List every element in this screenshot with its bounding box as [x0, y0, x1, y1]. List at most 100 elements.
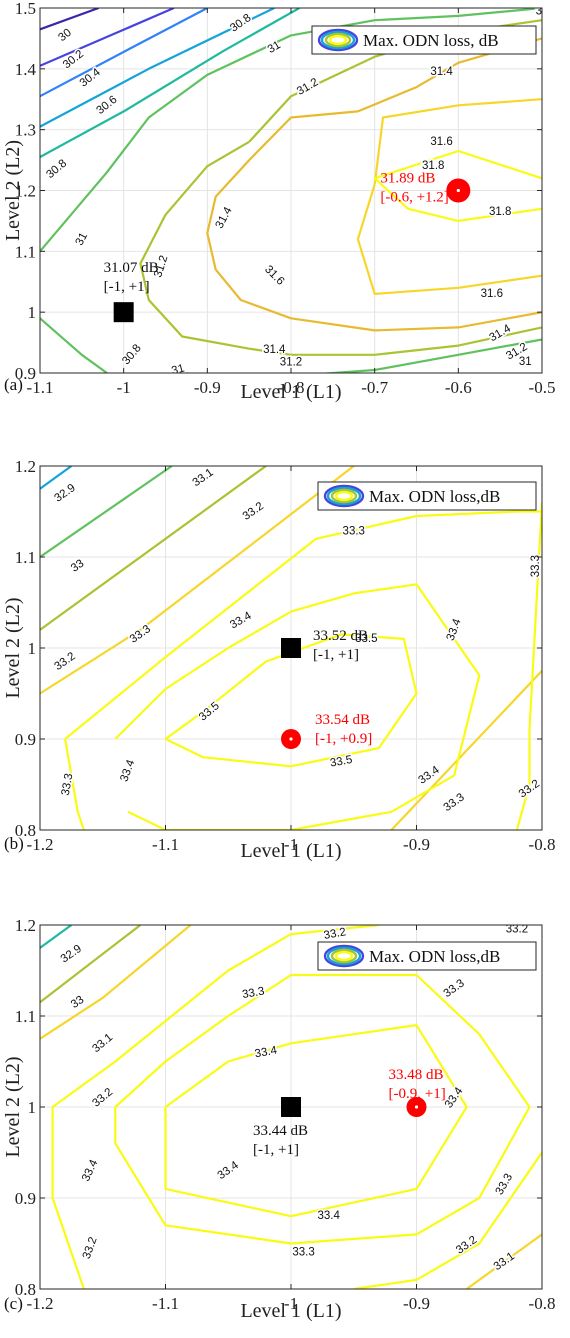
point-annotation: 33.52 dB [-1, +1]: [313, 628, 368, 663]
x-tick-label: -1.2: [27, 835, 54, 854]
y-tick-label: 0.9: [15, 730, 36, 749]
contour-label: 33.3: [241, 985, 265, 1001]
x-axis-label: Level 1 (L1): [240, 840, 341, 862]
contour-line-33.3: [515, 502, 542, 830]
marker-square: [281, 1097, 301, 1117]
contour-label: 31.4: [430, 66, 453, 78]
contour-panel-1: 3030.230.430.630.830.8313131.231.231.431…: [2, 0, 555, 403]
marker-square: [281, 638, 301, 658]
contour-line-31.8: [373, 149, 542, 222]
contour-label: 33.4: [254, 1044, 279, 1060]
contour-label: 31.2: [280, 357, 302, 369]
legend-label: Max. ODN loss,dB: [369, 947, 500, 966]
panel-label: (a): [4, 375, 23, 394]
y-tick-label: 1.4: [15, 60, 37, 79]
legend: Max. ODN loss, dB: [311, 25, 537, 55]
y-tick-label: 0.9: [15, 364, 36, 383]
contour-line-31: [40, 8, 542, 253]
contour-line-33.3: [64, 510, 542, 740]
contour-line-33.2: [40, 466, 355, 695]
point-annotation: 33.48 dB [-0.9, +1]: [389, 1067, 446, 1102]
y-tick-label: 1: [28, 1098, 37, 1117]
contour-line-30.2: [40, 8, 175, 67]
legend-label: Max. ODN loss,dB: [369, 487, 500, 506]
contour-line-32.9: [40, 466, 73, 490]
contour-line-33.5: [164, 633, 418, 768]
x-tick-label: -1: [117, 378, 131, 397]
marker-center: [414, 1105, 419, 1109]
y-tick-label: 1.1: [15, 1007, 36, 1026]
legend-swatch-ring: [330, 488, 358, 504]
y-axis-label: Level 2 (L2): [2, 140, 24, 241]
annotation-line: 33.44 dB: [253, 1123, 308, 1139]
annotation-line: [-0.9, +1]: [389, 1086, 446, 1102]
contour-line-31.4: [206, 110, 542, 332]
contour-line-33.4: [114, 583, 481, 830]
x-tick-label: -1: [284, 835, 298, 854]
legend-swatch-ring: [334, 490, 354, 502]
contour-label: 31.8: [489, 206, 511, 218]
y-tick-label: 1.3: [15, 121, 36, 140]
annotation-line: [-1, +1]: [313, 647, 359, 663]
x-tick-label: -1: [284, 1294, 298, 1313]
contour-line-32.9: [40, 925, 73, 949]
annotation-line: [-1, +0.9]: [315, 731, 372, 747]
x-tick-label: -1.1: [152, 835, 179, 854]
y-tick-label: 0.9: [15, 1189, 36, 1208]
legend-swatch-ring: [320, 30, 356, 50]
annotation-line: 31.07 dB: [104, 260, 159, 276]
contour-line-30.4: [40, 8, 208, 98]
y-tick-label: 1.2: [15, 457, 36, 476]
legend-swatch-ring: [317, 28, 359, 52]
legend-swatch-ring: [326, 486, 362, 506]
x-tick-label: -0.8: [529, 835, 556, 854]
contour-line-33.2: [51, 925, 379, 1108]
y-tick-label: 1.2: [15, 916, 36, 935]
point-annotation: 31.07 dB [-1, +1]: [104, 260, 159, 295]
annotation-line: [-1, +1]: [104, 279, 150, 295]
contour-line-33.4: [164, 1023, 468, 1218]
y-tick-label: 1: [28, 303, 37, 322]
y-tick-label: 0.8: [15, 1280, 36, 1299]
contour-label: 33.4: [317, 1210, 340, 1222]
legend: Max. ODN loss,dB: [317, 481, 537, 511]
contour-label: 33.5: [355, 633, 377, 645]
x-tick-label: -1.1: [27, 378, 54, 397]
contour-label: 31.4: [263, 344, 286, 356]
y-tick-label: 0.8: [15, 821, 36, 840]
annotation-line: [-1, +1]: [253, 1142, 299, 1158]
contour-label: 31.6: [481, 288, 503, 300]
contour-line-30.6: [40, 8, 275, 128]
x-tick-label: -0.9: [403, 835, 430, 854]
x-tick-label: -0.8: [529, 1294, 556, 1313]
legend-swatch-ring: [328, 34, 348, 46]
contour-line-33.1: [466, 1233, 542, 1289]
annotation-line: 31.89 dB: [380, 171, 435, 187]
contour-label: 31.8: [422, 160, 444, 172]
contour-line-31.6: [373, 98, 542, 185]
contour-line-30: [40, 8, 99, 31]
legend-swatch-ring: [323, 484, 365, 508]
x-tick-label: -0.9: [403, 1294, 430, 1313]
contour-label: 33.3: [292, 1247, 314, 1259]
x-axis-label: Level 1 (L1): [240, 1300, 341, 1322]
marker-center: [456, 188, 460, 193]
x-tick-label: -0.5: [529, 378, 556, 397]
contour-line-33.3: [64, 738, 85, 830]
contour-line-33.1: [40, 466, 267, 631]
contour-line-31.2: [139, 140, 542, 356]
legend: Max. ODN loss,dB: [317, 941, 537, 971]
legend-swatch-ring: [330, 948, 358, 964]
point-annotation: 33.54 dB [-1, +0.9]: [315, 712, 372, 747]
y-tick-label: 1: [28, 639, 37, 658]
contour-label: 33.3: [530, 555, 542, 577]
y-tick-label: 1.2: [15, 182, 36, 201]
contour-label: 31: [519, 356, 532, 368]
y-tick-label: 1.5: [15, 0, 36, 18]
contour-line-33: [40, 925, 142, 1004]
x-axis-label: Level 1 (L1): [240, 381, 341, 403]
legend-swatch-ring: [323, 944, 365, 968]
contour-line-31: [40, 317, 108, 373]
